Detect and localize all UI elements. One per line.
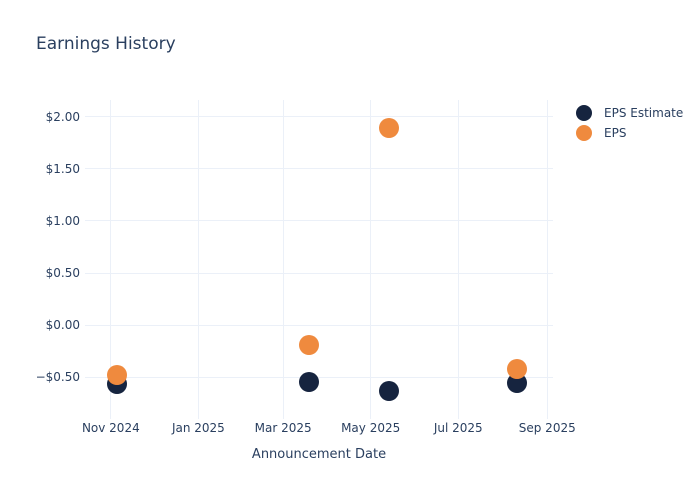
x-tick-label: Jan 2025	[171, 421, 225, 435]
data-point-eps[interactable]	[379, 118, 400, 139]
data-point-eps[interactable]	[298, 334, 319, 355]
legend: EPS Estimate EPS	[576, 103, 683, 143]
gridline-vertical	[370, 100, 372, 419]
y-tick-label: $1.00	[45, 213, 80, 228]
gridline-horizontal	[85, 168, 553, 170]
data-point-eps[interactable]	[106, 364, 127, 385]
gridline-vertical	[546, 100, 548, 419]
y-tick-label: $0.00	[45, 318, 80, 332]
x-axis-title: Announcement Date	[251, 447, 387, 462]
x-tick-label: Jul 2025	[433, 421, 483, 435]
gridline-vertical	[457, 100, 459, 419]
data-point-eps-estimate[interactable]	[379, 380, 400, 401]
x-tick-label: May 2025	[341, 421, 401, 435]
y-tick-label: $1.50	[45, 161, 80, 176]
legend-label: EPS Estimate	[604, 106, 684, 120]
x-tick-label: Nov 2024	[81, 421, 140, 435]
gridline-horizontal	[85, 116, 553, 118]
x-tick-label: Sep 2025	[518, 421, 576, 435]
y-tick-label: $2.00	[45, 109, 80, 124]
data-point-eps[interactable]	[507, 358, 528, 379]
x-tick-label: Mar 2025	[254, 421, 312, 435]
data-point-eps-estimate[interactable]	[507, 373, 528, 394]
legend-marker-eps-icon	[576, 125, 592, 141]
gridline-horizontal	[85, 324, 553, 326]
legend-item-eps-estimate[interactable]: EPS Estimate	[576, 103, 683, 123]
gridline-vertical	[197, 100, 199, 419]
data-point-eps-estimate[interactable]	[298, 372, 319, 393]
chart-title: Earnings History	[36, 34, 176, 54]
y-tick-label: $0.50	[45, 266, 80, 280]
gridline-vertical	[110, 100, 112, 419]
gridline-horizontal	[85, 376, 553, 378]
legend-item-eps[interactable]: EPS	[576, 123, 683, 143]
legend-marker-eps-estimate-icon	[576, 105, 592, 121]
y-tick-label: −$0.50	[35, 370, 80, 385]
legend-label: EPS	[604, 126, 627, 140]
plot-area[interactable]	[85, 100, 553, 419]
gridline-horizontal	[85, 220, 553, 222]
gridline-horizontal	[85, 272, 553, 274]
gridline-vertical	[282, 100, 284, 419]
